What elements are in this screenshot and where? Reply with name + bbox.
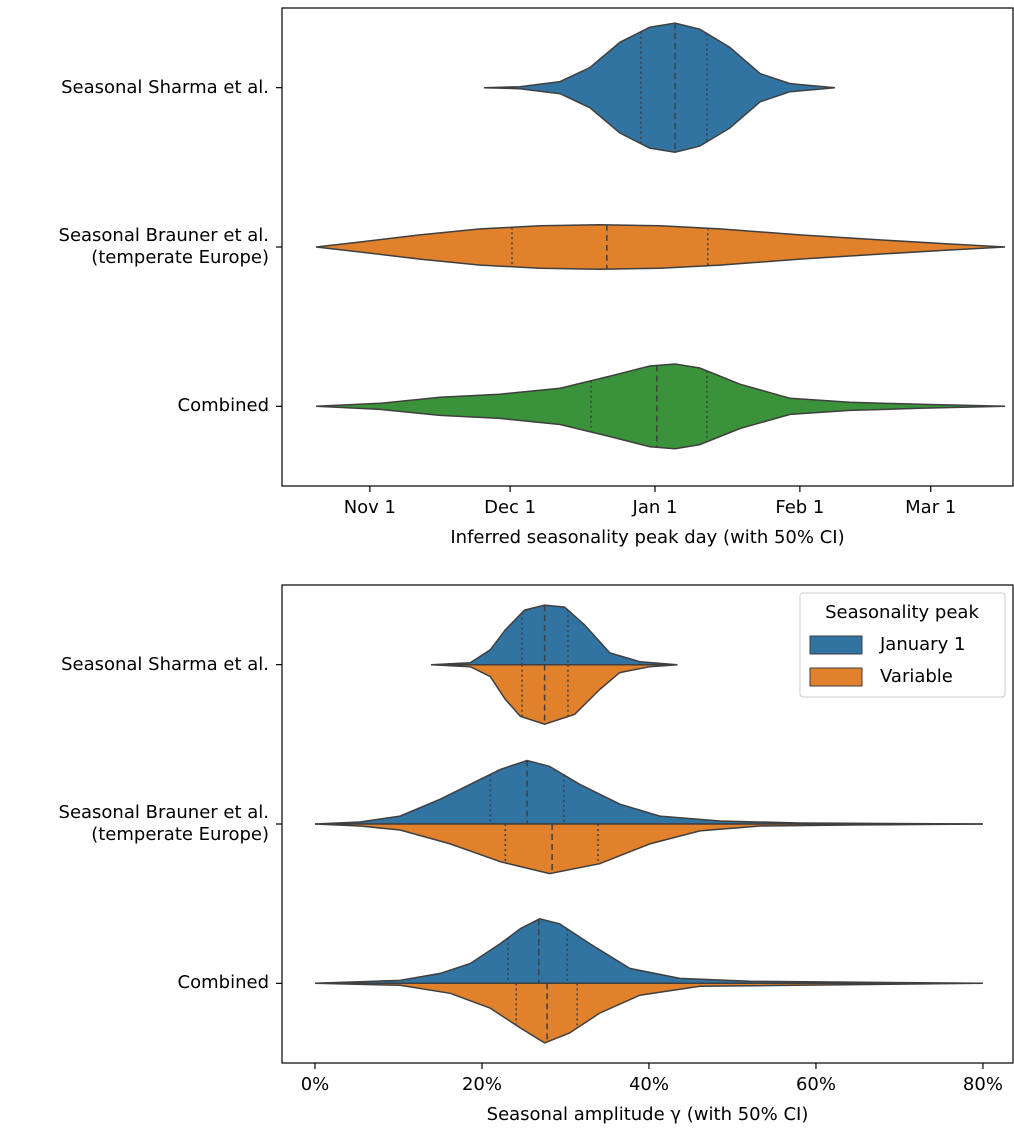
violin — [314, 918, 983, 985]
legend-title: Seasonality peak — [825, 602, 979, 623]
y-tick-label: Combined — [177, 395, 269, 417]
violin — [483, 22, 835, 153]
violin — [314, 982, 983, 1044]
x-tick-label: 40% — [629, 1074, 669, 1095]
legend-swatch — [809, 667, 863, 687]
violin — [316, 224, 1006, 270]
violin — [316, 363, 1006, 450]
violin — [430, 604, 678, 666]
x-tick-label: Dec 1 — [484, 497, 536, 518]
x-tick-label: 80% — [963, 1074, 1003, 1095]
y-tick-label: Seasonal Brauner et al. (temperate Europ… — [58, 225, 269, 268]
x-tick-label: Feb 1 — [775, 497, 824, 518]
x-tick-label: 0% — [301, 1074, 330, 1095]
violin — [314, 823, 983, 875]
x-axis-label: Seasonal amplitude γ (with 50% CI) — [487, 1104, 809, 1125]
y-tick-label: Seasonal Sharma et al. — [61, 76, 269, 98]
legend-label: January 1 — [879, 634, 965, 655]
x-axis-label: Inferred seasonality peak day (with 50% … — [450, 527, 844, 548]
legend-label: Variable — [880, 666, 953, 687]
x-tick-label: 20% — [462, 1074, 502, 1095]
x-tick-label: Nov 1 — [344, 497, 396, 518]
y-tick-label: Seasonal Brauner et al. (temperate Europ… — [58, 802, 269, 845]
y-tick-label: Seasonal Sharma et al. — [61, 653, 269, 675]
violin — [430, 663, 678, 725]
y-tick-label: Combined — [177, 972, 269, 994]
x-tick-label: Jan 1 — [632, 497, 678, 518]
violin — [314, 759, 983, 825]
x-tick-label: 60% — [796, 1074, 836, 1095]
x-tick-label: Mar 1 — [905, 497, 956, 518]
legend-swatch — [809, 635, 863, 655]
